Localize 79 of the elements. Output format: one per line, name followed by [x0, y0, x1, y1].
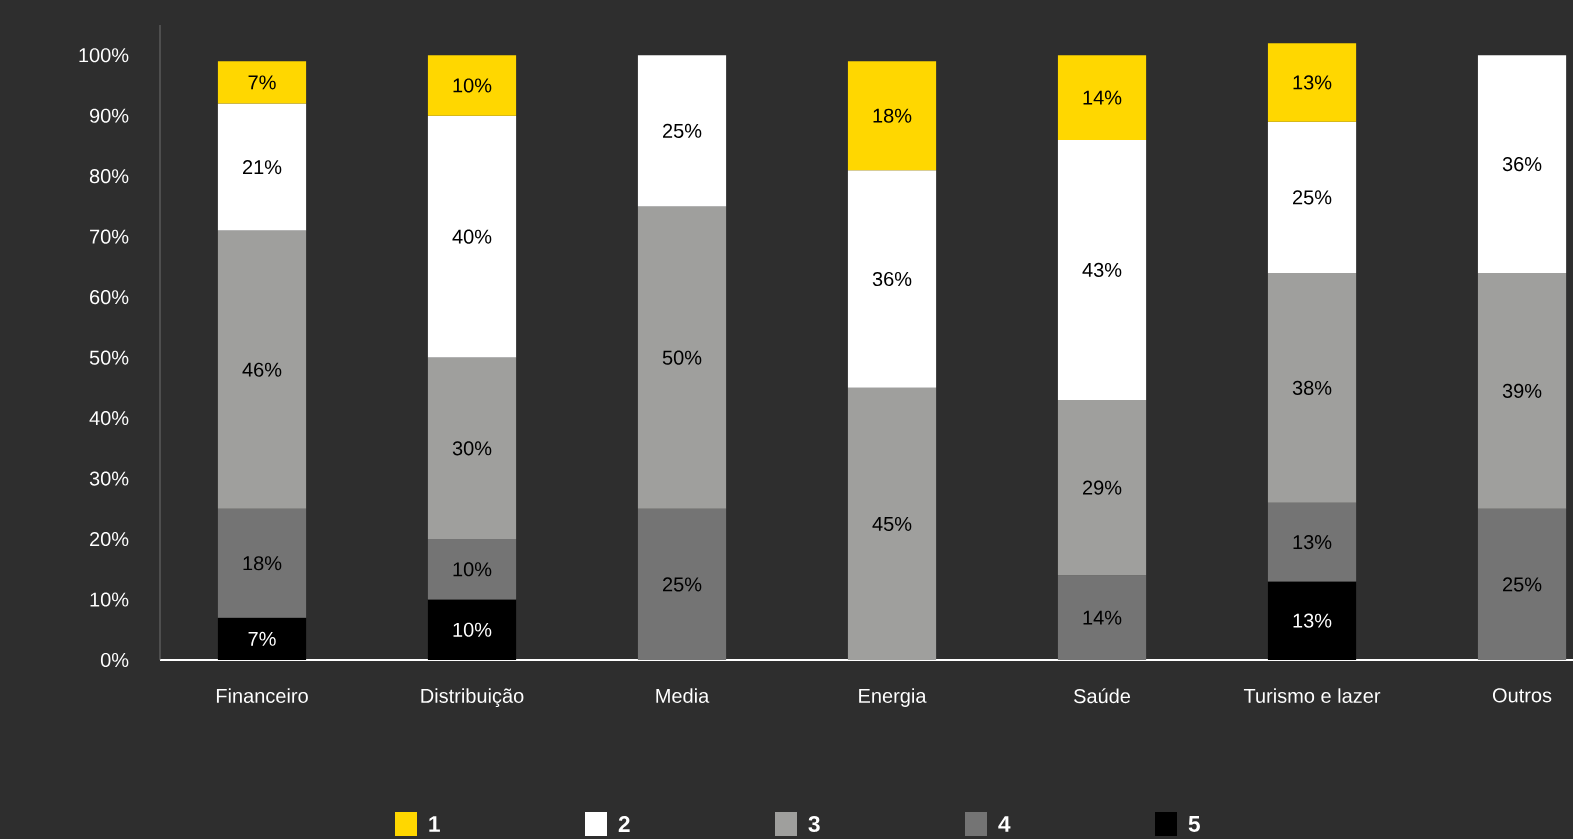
- bar: [637, 206, 727, 509]
- data-label: 30%: [452, 441, 492, 456]
- bar: [217, 61, 307, 104]
- bar: [1057, 399, 1147, 576]
- legend-label: 4: [998, 816, 1011, 832]
- bar: [1267, 272, 1357, 503]
- y-tick-label: 0%: [100, 652, 129, 668]
- data-label: 29%: [1083, 480, 1122, 495]
- bar: [427, 539, 517, 600]
- data-label: 18%: [243, 556, 282, 571]
- bar: [1267, 502, 1357, 582]
- data-label: 46%: [242, 362, 282, 377]
- bar: [1057, 575, 1147, 660]
- data-label: 14%: [1083, 610, 1122, 625]
- bar: [1267, 121, 1357, 273]
- bar: [847, 61, 937, 171]
- data-label: 40%: [452, 229, 492, 244]
- y-tick-label: 90%: [89, 108, 129, 123]
- x-tick-label: Financeiro: [216, 688, 308, 703]
- data-label: 14%: [1083, 90, 1122, 105]
- bar: [1057, 55, 1147, 140]
- bar: [427, 599, 517, 660]
- data-label: 50%: [662, 350, 702, 365]
- data-label: 10%: [453, 562, 492, 577]
- data-label: 25%: [663, 123, 702, 138]
- y-tick-label: 10%: [90, 592, 129, 607]
- data-label: 13%: [1293, 613, 1332, 628]
- bar: [637, 55, 727, 207]
- data-label: 36%: [872, 271, 912, 287]
- data-label: 13%: [1293, 534, 1332, 550]
- data-label: 10%: [453, 622, 492, 637]
- x-tick-label: Saúde: [1074, 688, 1131, 704]
- data-label: 7%: [248, 75, 276, 90]
- data-label: 25%: [663, 577, 702, 592]
- data-label: 36%: [1502, 157, 1542, 172]
- data-label: 43%: [1082, 262, 1122, 277]
- data-label: 39%: [1502, 383, 1542, 398]
- y-tick-label: 70%: [90, 229, 129, 244]
- data-label: 21%: [243, 160, 282, 175]
- bar: [1267, 43, 1357, 122]
- data-label: 7%: [248, 631, 276, 646]
- bar: [637, 508, 727, 660]
- bar: [847, 170, 937, 388]
- bar: [217, 230, 307, 509]
- y-tick-label: 100%: [79, 48, 129, 63]
- data-label: 45%: [872, 516, 912, 531]
- y-tick-label: 20%: [90, 531, 129, 547]
- bar: [427, 357, 517, 540]
- bar: [217, 103, 307, 231]
- x-tick-label: Media: [656, 688, 710, 703]
- bar: [427, 115, 517, 358]
- legend-label: 2: [618, 816, 630, 832]
- legend-label: 5: [1188, 816, 1200, 832]
- bar: [847, 387, 937, 660]
- bar: [427, 55, 517, 116]
- data-label: 18%: [873, 108, 912, 123]
- bar: [1477, 272, 1567, 509]
- x-tick-label: Turismo e lazer: [1243, 688, 1381, 703]
- y-tick-label: 60%: [90, 290, 129, 305]
- data-label: 13%: [1293, 75, 1332, 90]
- x-tick-label: Distribuição: [421, 688, 524, 707]
- data-label: 10%: [453, 78, 492, 93]
- x-tick-label: Energia: [859, 688, 927, 707]
- bar: [1267, 581, 1357, 660]
- legend-label: 1: [429, 816, 440, 832]
- y-tick-label: 30%: [89, 471, 129, 486]
- bar: [1477, 55, 1567, 273]
- data-label: 25%: [1503, 577, 1542, 592]
- data-label: 25%: [1293, 190, 1332, 205]
- data-label: 38%: [1292, 380, 1332, 395]
- x-tick-label: Outros: [1492, 688, 1552, 703]
- bar: [217, 508, 307, 618]
- bar: [217, 617, 307, 660]
- bar: [1057, 139, 1147, 400]
- legend-label: 3: [808, 815, 820, 833]
- y-tick-label: 80%: [89, 169, 129, 184]
- bar: [1477, 508, 1567, 660]
- y-tick-label: 50%: [89, 350, 129, 365]
- y-tick-label: 40%: [89, 411, 129, 426]
